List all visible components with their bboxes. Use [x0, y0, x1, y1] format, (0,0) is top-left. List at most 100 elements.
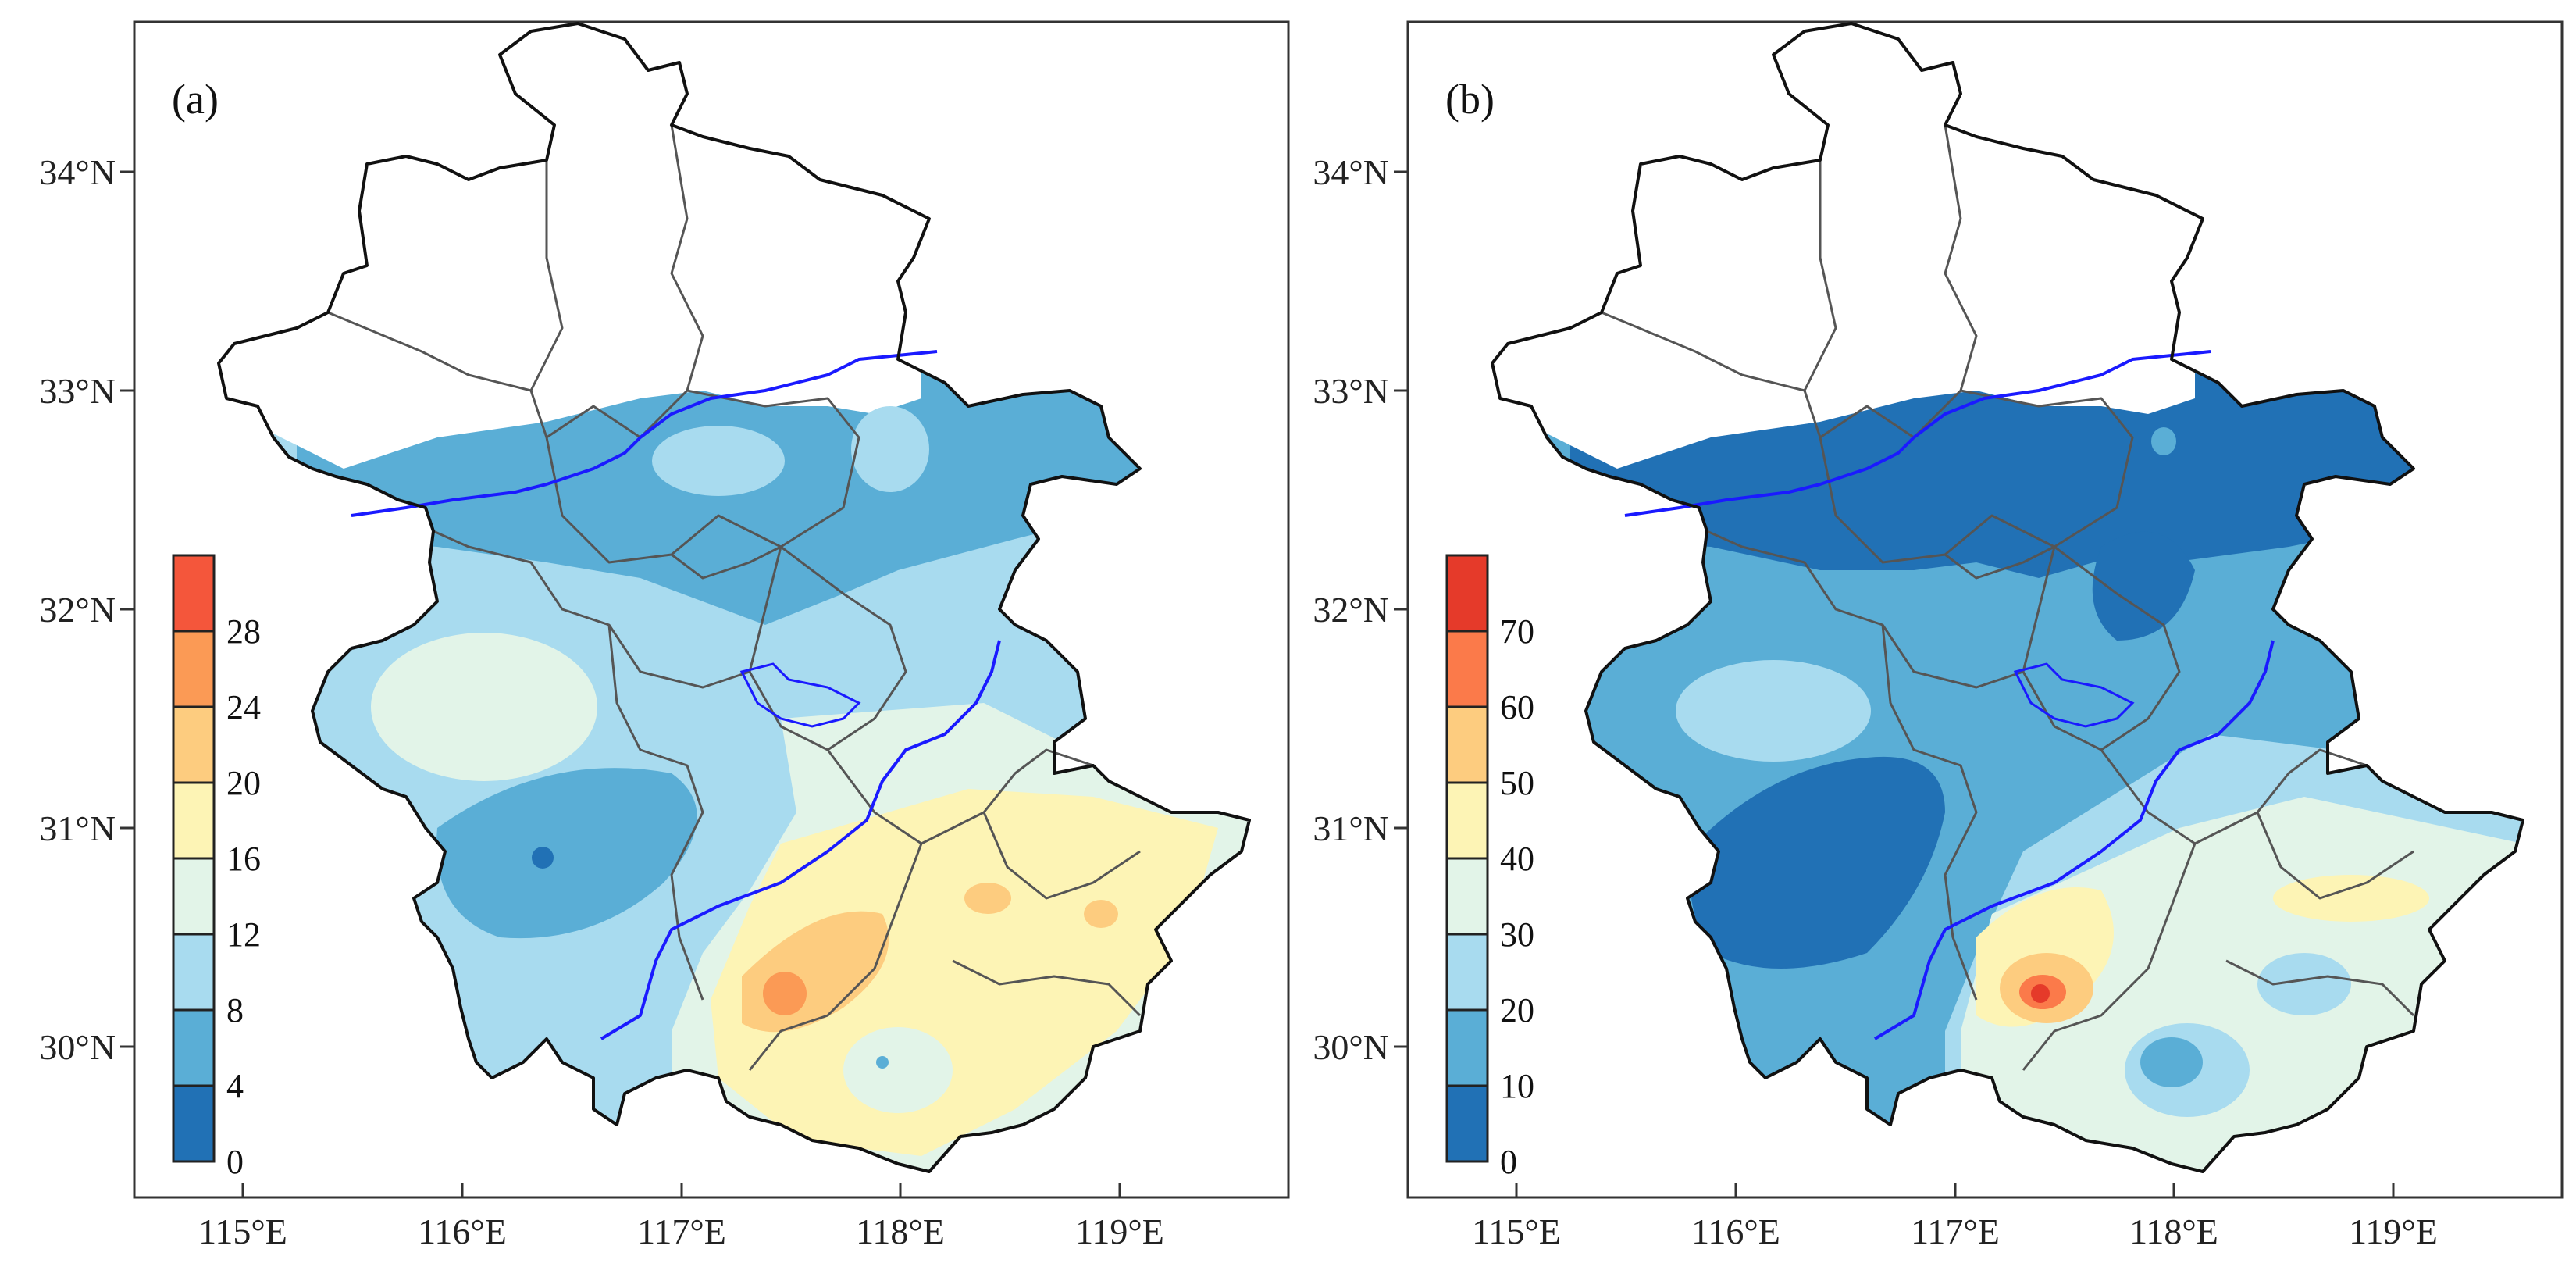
cb-a-label: 28	[226, 612, 261, 651]
panel-a-city-border-8	[748, 843, 923, 1071]
panel-b-unmasked-north	[1492, 336, 2195, 469]
cb-b-label: 50	[1500, 764, 1534, 802]
panel-b-max-spot	[2031, 984, 2050, 1003]
cb-a-label: 0	[226, 1143, 244, 1181]
cb-a-swatch-6	[173, 631, 214, 707]
panel-b-y-axis: 34°N 33°N 32°N 31°N 30°N	[1313, 152, 1408, 1067]
cb-b-swatch-4	[1447, 783, 1488, 858]
cb-a-swatch-7	[173, 555, 214, 631]
panel-a-city-border-3	[671, 389, 860, 580]
panel-b-band-20-30-west	[1676, 660, 1871, 762]
panel-b-blob-a	[2151, 427, 2176, 455]
panel-a-label: (a)	[172, 76, 219, 123]
panel-a-y-tick-label: 31°N	[39, 808, 116, 848]
panel-a-y-tick-label: 34°N	[39, 152, 116, 192]
panel-a-x-axis: 115°E 116°E 117°E 118°E 119°E	[198, 1183, 1164, 1251]
panel-a-city-border-5	[748, 545, 907, 751]
cb-a-swatch-0	[173, 1086, 214, 1161]
panel-a-spot-c	[1084, 900, 1118, 928]
panel-a-band-16-20-south	[711, 789, 1218, 1156]
panel-b-x-tick-label: 119°E	[2349, 1211, 2438, 1251]
cb-a-label: 12	[226, 915, 261, 954]
panel-a-y-tick-label: 33°N	[39, 371, 116, 411]
cb-a-swatch-5	[173, 707, 214, 783]
panel-b-map	[1491, 22, 2524, 1173]
cb-a-swatch-4	[173, 783, 214, 858]
panel-b-huai-river	[1624, 350, 2211, 517]
panel-a-city-border-1	[529, 124, 704, 439]
panel-b-city-border-9	[2256, 812, 2414, 900]
panel-a-blob-b	[652, 426, 785, 496]
panel-a-pocket-dot	[876, 1056, 889, 1069]
panel-a-y-tick-label: 30°N	[39, 1027, 116, 1067]
panel-a-unmasked-north	[219, 336, 921, 469]
panel-b-y-tick-label: 32°N	[1313, 590, 1389, 630]
panel-a-huai-river	[351, 350, 938, 517]
cb-b-swatch-2	[1447, 934, 1488, 1010]
cb-a-label: 8	[226, 991, 244, 1029]
panel-b-city-border-5	[2022, 545, 2181, 751]
cb-b-swatch-5	[1447, 707, 1488, 783]
panel-b-chaohu-lake	[2013, 662, 2135, 728]
panel-a-blob-a	[851, 406, 929, 492]
cb-b-label: 20	[1500, 991, 1534, 1029]
panel-a-yangtze-river	[600, 640, 1001, 1040]
panel-b-city-border-8	[2022, 843, 2197, 1071]
panel-b-band-0-10-southwest	[1690, 756, 1945, 969]
cb-a-swatch-2	[173, 934, 214, 1010]
panel-b-label: (b)	[1445, 76, 1495, 123]
panel-b-band-0-10-central	[2092, 531, 2195, 640]
cb-b-label: 30	[1500, 915, 1534, 954]
panel-a-max-spot	[763, 972, 807, 1015]
panel-b-x-tick-label: 118°E	[2129, 1211, 2218, 1251]
cb-b-swatch-0	[1447, 1086, 1488, 1161]
panel-a-map	[217, 22, 1251, 1173]
cb-a-label: 20	[226, 764, 261, 802]
panel-b-pocket-c	[2257, 953, 2351, 1015]
panel-b-y-tick-label: 34°N	[1313, 152, 1389, 192]
panel-a-min-dot	[532, 847, 554, 869]
panel-b-y-tick-label: 33°N	[1313, 371, 1389, 411]
panel-a-city-border-10	[952, 959, 1142, 1017]
cb-b-label: 0	[1500, 1143, 1517, 1181]
panel-a-y-tick-label: 32°N	[39, 590, 116, 630]
panel-a-y-axis: 34°N 33°N 32°N 31°N 30°N	[39, 152, 134, 1067]
cb-b-label: 40	[1500, 840, 1534, 878]
panel-b-pocket-b	[2140, 1037, 2203, 1087]
panel-b: 115°E 116°E 117°E 118°E 119°E 34°N 33°N …	[1313, 20, 2564, 1251]
panel-a-pocket-a	[843, 1027, 953, 1113]
cb-b-swatch-6	[1447, 631, 1488, 707]
cb-b-label: 70	[1500, 612, 1534, 651]
cb-a-swatch-1	[173, 1010, 214, 1086]
cb-b-swatch-7	[1447, 555, 1488, 631]
panel-b-colorbar: 0 10 20 30 40 50 60 70	[1445, 554, 1534, 1181]
cb-a-label: 24	[226, 688, 261, 726]
panel-b-city-border-1	[1803, 124, 1978, 439]
cb-a-label: 16	[226, 840, 261, 878]
cb-a-swatch-3	[173, 858, 214, 934]
panel-b-province-outline	[1491, 22, 2524, 1173]
panel-a: 115°E 116°E 117°E 118°E 119°E 34°N 33°N …	[39, 20, 1290, 1251]
panel-b-x-tick-label: 115°E	[1472, 1211, 1561, 1251]
panel-a-city-border-2	[327, 311, 532, 392]
panel-a-city-border-9	[982, 812, 1141, 900]
panel-a-province-outline	[217, 22, 1251, 1173]
panel-b-x-axis: 115°E 116°E 117°E 118°E 119°E	[1472, 1183, 2438, 1251]
panel-a-band-4-8-southwest	[436, 768, 697, 939]
cb-b-label: 10	[1500, 1067, 1534, 1105]
cb-b-swatch-3	[1447, 858, 1488, 934]
panel-a-colorbar: 0 4 8 12 16 20 24 28	[172, 554, 261, 1181]
panel-b-city-border-2	[1601, 311, 1805, 392]
panel-b-y-tick-label: 30°N	[1313, 1027, 1389, 1067]
cb-b-label: 60	[1500, 688, 1534, 726]
panel-b-x-tick-label: 116°E	[1691, 1211, 1780, 1251]
panel-a-x-tick-label: 115°E	[198, 1211, 287, 1251]
panel-a-x-tick-label: 117°E	[637, 1211, 726, 1251]
cb-a-label: 4	[226, 1067, 244, 1105]
panel-b-x-tick-label: 117°E	[1911, 1211, 2000, 1251]
panel-b-city-border-10	[2225, 959, 2415, 1017]
panel-a-x-tick-label: 119°E	[1075, 1211, 1164, 1251]
panel-b-yangtze-river	[1873, 640, 2275, 1040]
cb-b-swatch-1	[1447, 1010, 1488, 1086]
panel-b-city-border-3	[1944, 389, 2134, 580]
